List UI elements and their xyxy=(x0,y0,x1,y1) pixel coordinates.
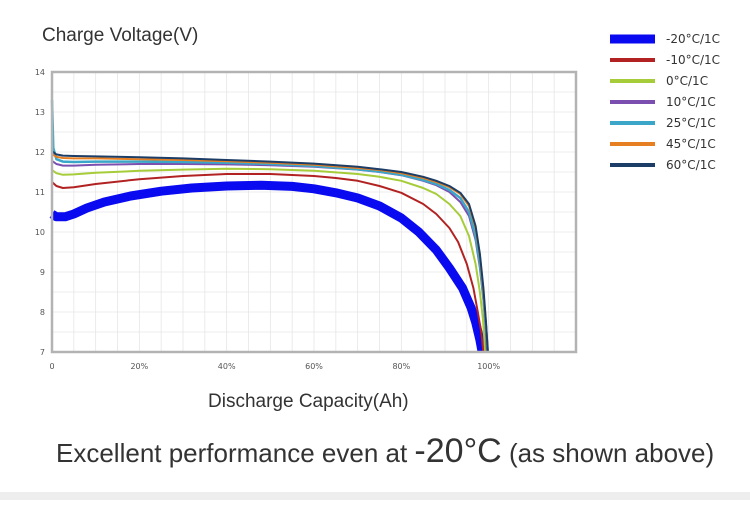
x-tick-label: 0 xyxy=(49,362,54,371)
x-tick-label: 100% xyxy=(477,362,500,371)
y-tick-label: 12 xyxy=(35,148,45,157)
legend-swatch xyxy=(610,100,655,104)
legend-label: -20°C/1C xyxy=(666,32,720,46)
legend-swatch xyxy=(610,58,655,62)
legend-swatch xyxy=(610,121,655,125)
plot-border xyxy=(50,70,578,354)
series-line xyxy=(51,173,485,353)
caption: Excellent performance even at -20°C (as … xyxy=(56,432,714,471)
y-tick-label: 14 xyxy=(35,68,45,77)
y-tick-label: 8 xyxy=(40,308,45,317)
series-line xyxy=(50,99,490,353)
legend-label: 10°C/1C xyxy=(666,95,716,109)
y-tick-label: 13 xyxy=(35,108,45,117)
series-group xyxy=(49,99,490,353)
legend-label: 60°C/1C xyxy=(666,158,716,172)
legend-swatch xyxy=(610,34,655,44)
legend-label: -10°C/1C xyxy=(666,53,720,67)
y-tick-label: 10 xyxy=(35,228,45,237)
legend-swatch xyxy=(610,142,655,146)
legend-swatch xyxy=(610,79,655,83)
legend-label: 45°C/1C xyxy=(666,137,716,151)
grid-group xyxy=(52,72,576,352)
legend-label: 0°C/1C xyxy=(666,74,708,88)
legend: -20°C/1C -10°C/1C 0°C/1C 10°C/1C 25°C/1C 45°C… xyxy=(610,32,720,172)
x-tick-label: 60% xyxy=(305,362,323,371)
y-tick-label: 7 xyxy=(40,348,45,357)
x-tick-label: 40% xyxy=(218,362,236,371)
y-axis-label: Charge Voltage(V) xyxy=(42,25,199,46)
x-tick-label: 20% xyxy=(130,362,148,371)
caption-suffix: (as shown above) xyxy=(501,438,715,468)
caption-highlight: -20°C xyxy=(414,432,502,470)
legend-label: 25°C/1C xyxy=(666,116,716,130)
caption-prefix: Excellent performance even at xyxy=(56,438,415,468)
legend-swatch xyxy=(610,163,655,167)
series-line xyxy=(49,180,487,353)
series-line xyxy=(51,167,487,353)
x-axis-label: Discharge Capacity(Ah) xyxy=(208,391,409,412)
y-tick-label: 11 xyxy=(35,188,45,197)
x-tick-label: 80% xyxy=(392,362,410,371)
series-line xyxy=(51,150,489,353)
y-tick-label: 9 xyxy=(40,268,45,277)
bottom-divider xyxy=(0,492,750,500)
